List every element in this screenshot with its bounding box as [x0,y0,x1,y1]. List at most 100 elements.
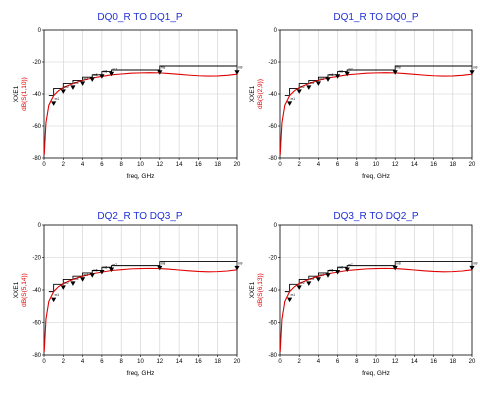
x-tick-label: 20 [469,162,476,168]
marker-label: m6 [339,265,344,269]
x-tick-label: 0 [42,359,46,365]
x-tick-label: 16 [195,359,202,365]
x-tick-label: 10 [137,162,144,168]
x-tick-label: 8 [355,162,359,168]
y-tick-label: -80 [268,353,277,359]
series-line [43,267,238,352]
marker-label: m8 [396,66,401,70]
marker-point [325,77,331,82]
marker-label: m7 [113,263,118,267]
x-tick-label: 2 [298,162,302,168]
y-tick-label: -20 [32,256,41,262]
marker-point [89,77,95,82]
x-tick-label: 18 [214,359,221,365]
marker-point [335,269,341,275]
chart-title: DQ2_R TO DQ3_P [97,211,183,222]
y-tick-label: -80 [32,353,41,359]
marker-label: m5 [93,269,98,273]
x-axis-label: freq, GHz [362,370,390,377]
marker-label: m9 [473,66,478,70]
x-tick-label: 12 [392,162,399,168]
marker-label: m8 [161,66,166,70]
x-tick-label: 10 [373,162,380,168]
marker-point [70,281,76,286]
marker-point [287,297,293,303]
x-tick-label: 14 [411,162,418,168]
marker-point [335,74,341,79]
marker-point [392,265,398,271]
marker-point [70,85,76,90]
y-tick-label: -20 [268,256,277,262]
x-axis-label: freq, GHz [127,173,155,180]
marker-point [344,71,350,77]
y-axis-label: dB(S(2,9)) [257,79,264,109]
marker-point [296,285,302,290]
marker-label: m2 [64,85,69,89]
x-tick-label: 20 [234,162,241,168]
x-tick-label: 18 [449,359,456,365]
marker-point [325,273,331,278]
x-axis-label: freq, GHz [127,370,155,377]
marker-label: m3 [74,81,79,85]
marker-point [315,277,321,282]
x-tick-label: 8 [120,359,124,365]
y-tick-label: 0 [38,28,42,34]
marker-point [51,101,57,106]
chart-title: DQ0_R TO DQ1_P [97,12,183,23]
x-tick-label: 0 [278,162,282,168]
marker-point [60,285,66,290]
x-tick-label: 18 [449,162,456,168]
marker-label: m6 [339,70,344,74]
marker-label: m3 [310,81,315,85]
x-tick-label: 6 [336,359,340,365]
y-tick-label: -40 [268,288,277,294]
y-tick-label: 0 [274,223,278,229]
marker-point [296,89,302,94]
marker-label: m9 [473,261,478,265]
y-tick-label: -20 [32,60,41,66]
y-tick-label: -40 [268,92,277,98]
marker-point [60,89,66,94]
x-tick-label: 4 [81,162,85,168]
y-axis-label-top: XXE1 [13,85,20,102]
marker-label: m8 [396,261,401,265]
marker-point [157,70,163,75]
x-tick-label: 16 [430,162,437,168]
x-tick-label: 6 [336,162,340,168]
marker-point [80,81,86,86]
marker-point [108,71,115,77]
chart-panel-1: DQ0_R TO DQ1_P 0 2 4 6 8 10 12 14 16 18 20 0 -20 -40 -6… [13,12,243,180]
marker-point [469,265,475,271]
marker-point [344,267,350,272]
x-tick-label: 4 [81,359,85,365]
marker-label: m8 [161,261,166,265]
marker-point [392,70,398,75]
marker-label: m4 [319,273,324,277]
marker-point [80,277,86,282]
y-tick-label: 0 [274,28,278,34]
marker-label: m7 [348,263,353,267]
x-tick-label: 14 [411,359,418,365]
marker-label: m5 [329,73,334,77]
marker-point [234,265,240,271]
marker-point [51,297,57,303]
y-axis-label: dB(S(6,13)) [257,273,264,307]
y-tick-label: -80 [32,156,41,162]
x-tick-label: 16 [195,162,202,168]
x-tick-label: 4 [317,162,321,168]
marker-label: m5 [93,73,98,77]
marker-label: m4 [319,77,324,81]
x-tick-label: 0 [278,359,282,365]
x-tick-label: 14 [176,162,183,168]
y-axis-label-top: XXE1 [249,85,256,102]
x-tick-label: 12 [392,359,399,365]
marker-label: m2 [300,85,305,89]
marker-point [99,269,105,275]
x-tick-label: 2 [298,359,302,365]
marker-point [306,85,312,90]
marker-label: m4 [84,77,89,81]
x-tick-label: 20 [469,359,476,365]
marker-label: m2 [64,281,69,285]
x-tick-label: 6 [100,359,104,365]
